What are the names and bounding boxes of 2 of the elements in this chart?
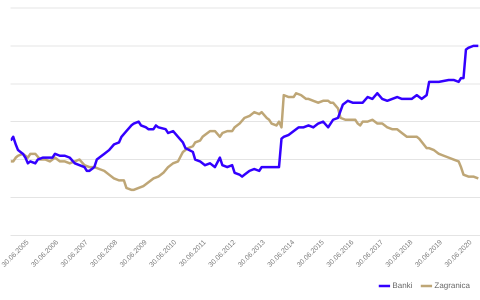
legend-label: Zagranica	[434, 281, 471, 290]
legend-label: Banki	[392, 281, 413, 290]
